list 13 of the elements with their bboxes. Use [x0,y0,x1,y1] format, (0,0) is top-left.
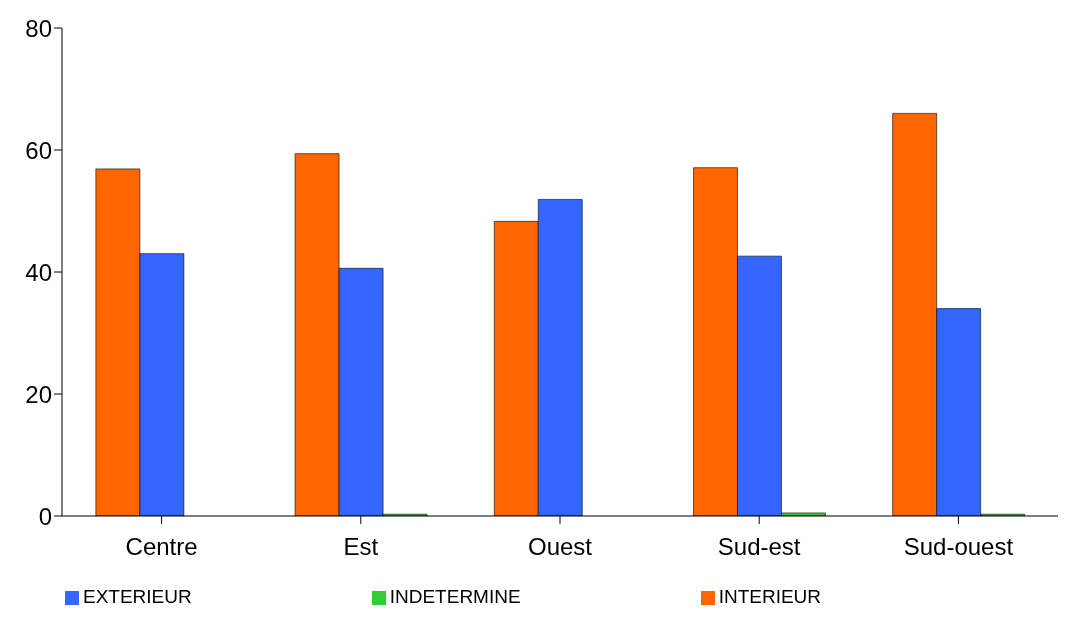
x-tick-label: Ouest [527,533,593,561]
y-tick-label: 80 [25,14,52,42]
x-tick-label: Est [343,533,379,561]
y-tick-label: 40 [25,258,52,286]
x-tick-label: Sud-ouest [903,533,1014,561]
x-tick-label: Centre [125,533,198,561]
y-tick-label: 0 [38,502,52,530]
legend-label: EXTERIEUR [82,586,192,607]
legend-label: INDETERMINE [389,586,521,607]
y-tick-label: 20 [25,380,52,408]
y-tick-label: 60 [25,136,52,164]
x-tick-label: Sud-est [717,533,801,561]
legend-label: INTERIEUR [718,586,822,607]
